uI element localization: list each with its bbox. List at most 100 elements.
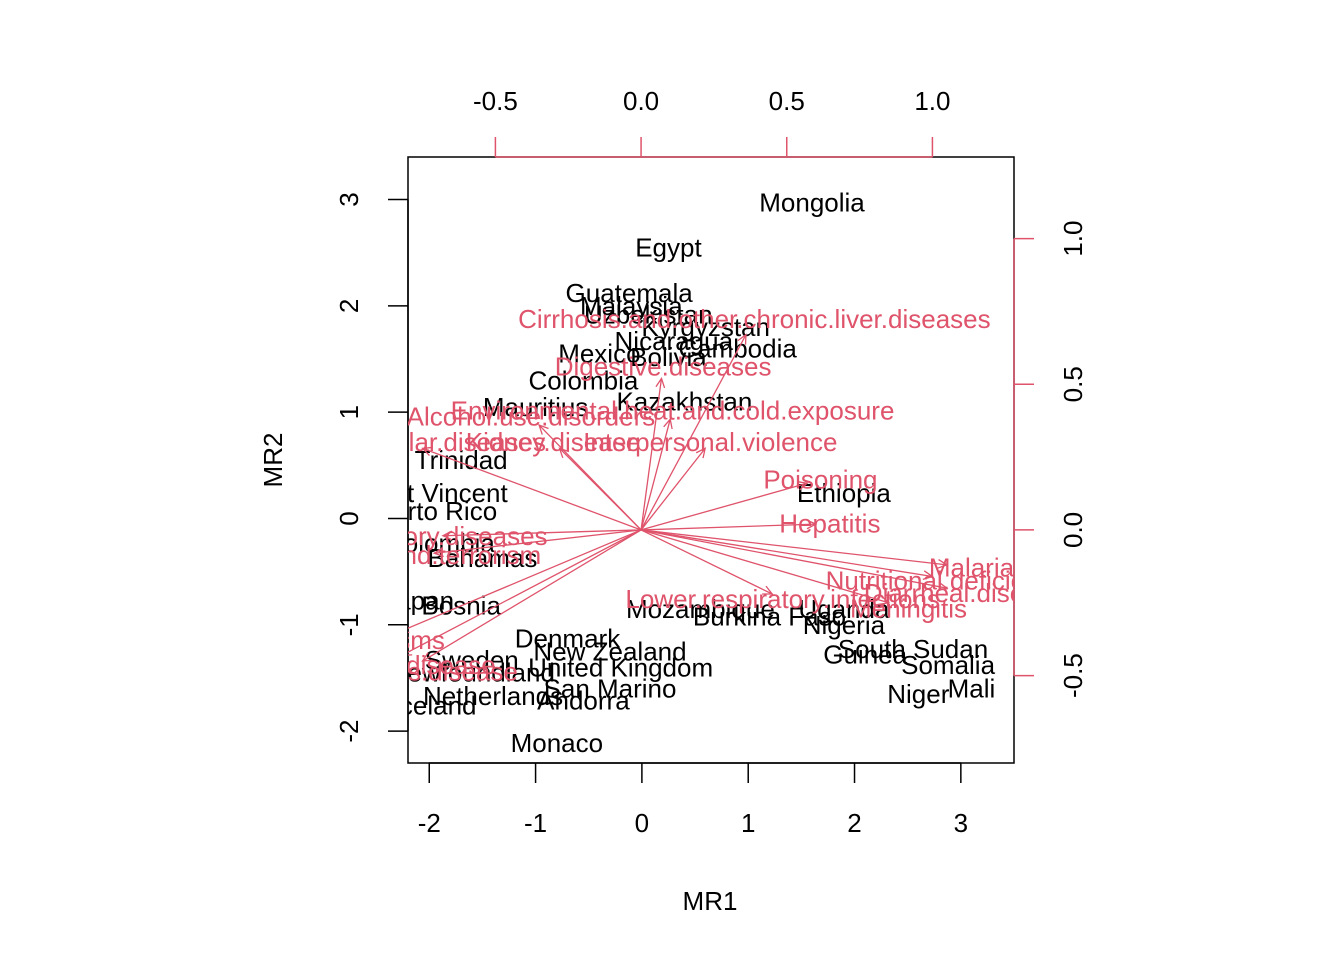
loading-arrowhead [937, 581, 949, 592]
observation-label: South Sudan [838, 634, 988, 664]
y-tick-label: -2 [334, 720, 364, 743]
y-tick-label: 0 [334, 511, 364, 525]
observation-label: Andorra [537, 685, 630, 715]
loading-arrow [641, 523, 816, 531]
loading-arrow [442, 529, 642, 537]
loading-arrowhead [655, 376, 666, 389]
observation-label: Mongolia [759, 188, 865, 218]
observation-label: Somalia [901, 650, 995, 680]
loading-arrow [422, 447, 642, 531]
loading-arrowhead [922, 570, 934, 581]
loading-label: Meningitis [850, 594, 967, 624]
observation-label: Japan [383, 585, 454, 615]
loading-label: Alzheimers.disease [270, 650, 495, 680]
loading-arrow [640, 378, 663, 531]
observation-label: San Marino [544, 674, 677, 704]
x-tick-label: 3 [954, 808, 968, 838]
top-tick-label: 0.5 [769, 86, 805, 116]
x-tick-label: -2 [418, 808, 441, 838]
loading-arrow [640, 334, 747, 531]
y-tick-label: 2 [334, 299, 364, 313]
loading-arrow [640, 447, 706, 531]
observation-label: Netherlands [423, 681, 563, 711]
observation-label: Egypt [635, 232, 702, 262]
observation-label: New Zealand [533, 636, 686, 666]
x-tick-label: 2 [847, 808, 861, 838]
observation-label: Mauritius [483, 392, 588, 422]
loading-arrow [640, 529, 889, 604]
x-tick-label: 1 [741, 808, 755, 838]
top-tick-label: 1.0 [914, 86, 950, 116]
loading-label: Diarrheal.diseases [864, 578, 1079, 608]
loading-label: Parkinsons.disease [292, 657, 517, 687]
observation-label: Uzbekistan [584, 299, 713, 329]
loading-label: Conflict.and.terrorism [294, 540, 541, 570]
loading-arrowhead [878, 595, 891, 606]
observation-label: Bolivia [630, 342, 707, 372]
observation-label: Newfoundland [389, 658, 555, 688]
loading-arrowhead [797, 480, 809, 491]
loading-label: Digestive.diseases [555, 351, 772, 381]
top-tick-label: 0.0 [623, 86, 659, 116]
top-tick-label: -0.5 [473, 86, 518, 116]
observation-label: Denmark [515, 624, 621, 654]
observation-label: Nigeria [803, 610, 886, 640]
loading-label: Neoplasms [315, 625, 445, 655]
observation-label: Ethiopia [797, 478, 891, 508]
right-y-axis: -0.5 0.0 0.5 1.0 [1013, 220, 1088, 698]
loading-label: Cardiovascular.diseases [264, 427, 546, 457]
loading-arrowhead [695, 447, 707, 459]
loading-arrow [640, 529, 933, 578]
loading-label: Kidney.disease [466, 427, 640, 457]
loading-labels: Cirrhosis.and.other.chronic.liver.diseas… [264, 304, 1079, 687]
loading-arrow [408, 529, 642, 629]
observation-label: Guinea [823, 640, 907, 670]
loading-arrow [640, 529, 773, 595]
observation-label: Mali [948, 674, 996, 704]
loading-label: Poisoning [763, 465, 877, 495]
loading-arrow [422, 529, 642, 662]
y-tick-label: -1 [334, 613, 364, 636]
bottom-x-axis: -2 -1 0 1 2 3 [418, 762, 968, 838]
x-axis-label: MR1 [683, 886, 738, 916]
right-tick-label: 1.0 [1058, 220, 1088, 256]
y-tick-label: 1 [334, 405, 364, 419]
right-tick-label: 0.5 [1058, 366, 1088, 402]
observation-label: Malaysia [580, 291, 683, 321]
loading-arrowhead [737, 333, 747, 345]
loading-arrowhead [806, 519, 818, 530]
observation-label: Kyrgyzstan [641, 312, 770, 342]
loading-label: Environmental.heat.and.cold.exposure [451, 395, 895, 425]
loading-label: Lower.respiratory.infections [625, 584, 940, 614]
x-tick-label: -1 [524, 808, 547, 838]
loading-arrowhead [558, 447, 570, 459]
loading-arrowhead [408, 647, 413, 656]
observation-label: Iceland [393, 691, 477, 721]
observation-label: Mexico [558, 339, 640, 369]
loading-label: Respiratory.diseases [307, 521, 548, 551]
loading-arrow [408, 529, 642, 653]
loading-arrowhead [421, 446, 433, 457]
observation-label: Niger [887, 679, 949, 709]
loading-arrowhead [937, 558, 949, 569]
loading-arrowhead [762, 585, 774, 595]
loading-label: Alcohol.use.disorders [407, 402, 656, 432]
observation-label: Puerto Rico [361, 496, 497, 526]
loading-arrowhead [421, 652, 433, 662]
loading-arrow [434, 529, 642, 554]
observation-label: United Kingdom [528, 652, 713, 682]
loading-arrowhead [663, 417, 673, 430]
right-tick-label: 0.0 [1058, 512, 1088, 548]
loading-arrowhead [538, 423, 549, 435]
observation-label: Kazakhstan [616, 387, 752, 417]
observation-label: Trinidad [415, 445, 508, 475]
observation-label: Monaco [511, 728, 604, 758]
loading-arrow [559, 447, 642, 531]
loading-arrow [640, 419, 671, 531]
y-tick-label: 3 [334, 192, 364, 206]
loading-arrows [408, 333, 949, 662]
y-axis-label: MR2 [258, 433, 288, 488]
observation-label: Colombia [385, 528, 495, 558]
observation-label: Colombia [529, 365, 639, 395]
